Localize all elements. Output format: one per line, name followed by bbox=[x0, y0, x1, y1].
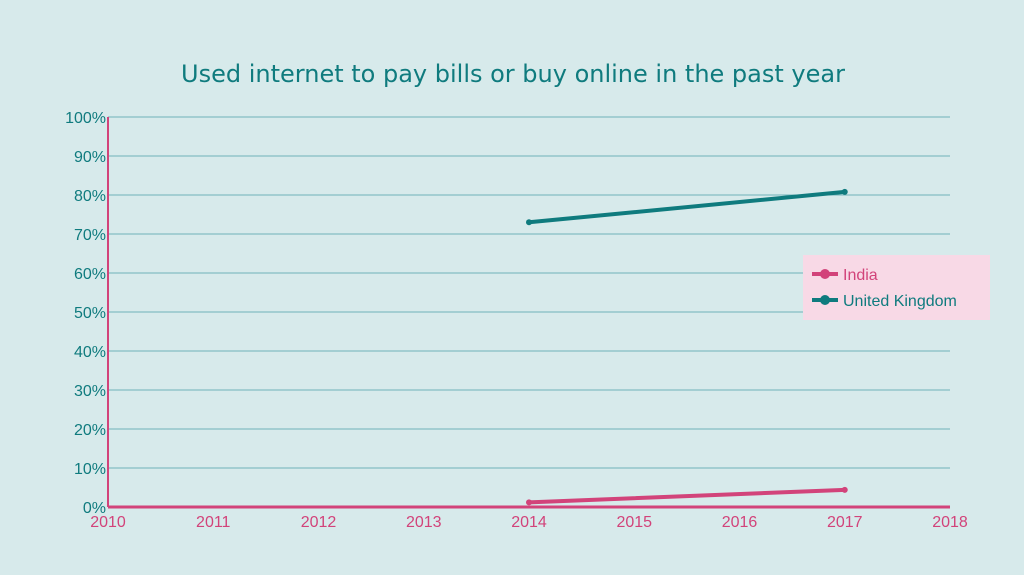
y-tick-label: 20% bbox=[74, 422, 106, 439]
legend-background bbox=[803, 255, 990, 320]
y-tick-label: 0% bbox=[83, 500, 106, 517]
legend-label-united-kingdom: United Kingdom bbox=[843, 293, 957, 310]
x-tick-label: 2018 bbox=[932, 514, 968, 531]
y-axis-ticks: 0% 10% 20% 30% 40% 50% 60% 70% 80% 90% 100% bbox=[65, 110, 106, 517]
data-point-india bbox=[841, 486, 848, 493]
series-lines bbox=[526, 188, 848, 506]
data-point-india bbox=[526, 499, 532, 506]
legend-marker-united-kingdom bbox=[820, 295, 830, 305]
y-tick-label: 30% bbox=[74, 383, 106, 400]
x-tick-label: 2012 bbox=[301, 514, 337, 531]
y-tick-label: 80% bbox=[74, 188, 106, 205]
y-tick-label: 40% bbox=[74, 344, 106, 361]
series-line-india bbox=[527, 487, 847, 505]
y-tick-label: 70% bbox=[74, 227, 106, 244]
series-line-united-kingdom bbox=[527, 189, 847, 225]
grid-lines bbox=[108, 116, 950, 469]
x-tick-label: 2013 bbox=[406, 514, 442, 531]
y-tick-label: 10% bbox=[74, 461, 106, 478]
chart-title: Used internet to pay bills or buy online… bbox=[181, 60, 845, 88]
x-tick-label: 2016 bbox=[722, 514, 758, 531]
y-tick-label: 90% bbox=[74, 149, 106, 166]
data-point-united-kingdom bbox=[526, 219, 532, 226]
data-point-united-kingdom bbox=[841, 188, 848, 195]
x-tick-label: 2011 bbox=[196, 514, 231, 531]
x-tick-label: 2017 bbox=[827, 514, 863, 531]
legend: India United Kingdom bbox=[803, 255, 990, 320]
y-tick-label: 100% bbox=[65, 110, 106, 127]
axes bbox=[107, 117, 950, 509]
x-tick-label: 2014 bbox=[511, 514, 547, 531]
x-axis-ticks: 2010 2011 2012 2013 2014 2015 2016 2017 2018 bbox=[90, 514, 968, 531]
legend-item-india: India bbox=[812, 267, 878, 284]
x-tick-label: 2010 bbox=[90, 514, 126, 531]
legend-label-india: India bbox=[843, 267, 878, 284]
legend-item-united-kingdom: United Kingdom bbox=[812, 293, 957, 310]
y-tick-label: 50% bbox=[74, 305, 106, 322]
y-tick-label: 60% bbox=[74, 266, 106, 283]
legend-marker-india bbox=[820, 269, 830, 279]
x-tick-label: 2015 bbox=[616, 514, 652, 531]
